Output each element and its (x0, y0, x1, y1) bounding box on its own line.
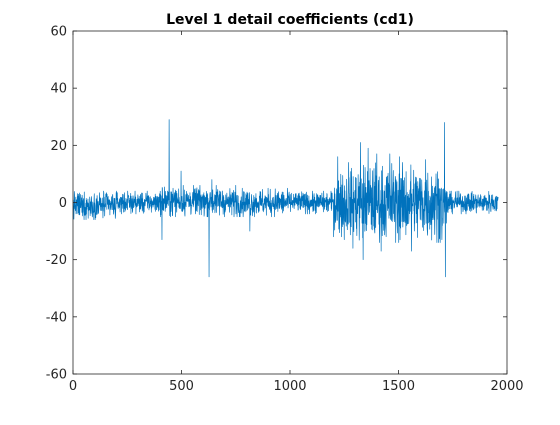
chart-title: Level 1 detail coefficients (cd1) (166, 12, 414, 28)
x-tick-label: 0 (69, 379, 77, 394)
x-tick-label: 1500 (382, 379, 415, 394)
x-tick-label: 1000 (273, 379, 306, 394)
y-tick-label: -60 (46, 368, 67, 383)
x-tick-label: 500 (169, 379, 194, 394)
axes-ticks: 0 500 1000 1500 2000 -60 -40 -20 0 20 40 60 (46, 25, 524, 395)
series-line (72, 119, 499, 278)
data-layer (72, 119, 499, 278)
y-tick-label: 40 (50, 82, 67, 97)
y-tick-label: 0 (59, 196, 67, 211)
y-tick-label: 60 (50, 25, 67, 40)
y-tick-label: -40 (46, 310, 67, 325)
y-tick-label: 20 (50, 139, 67, 154)
y-tick-label: -20 (46, 253, 67, 268)
x-tick-label: 2000 (490, 379, 523, 394)
